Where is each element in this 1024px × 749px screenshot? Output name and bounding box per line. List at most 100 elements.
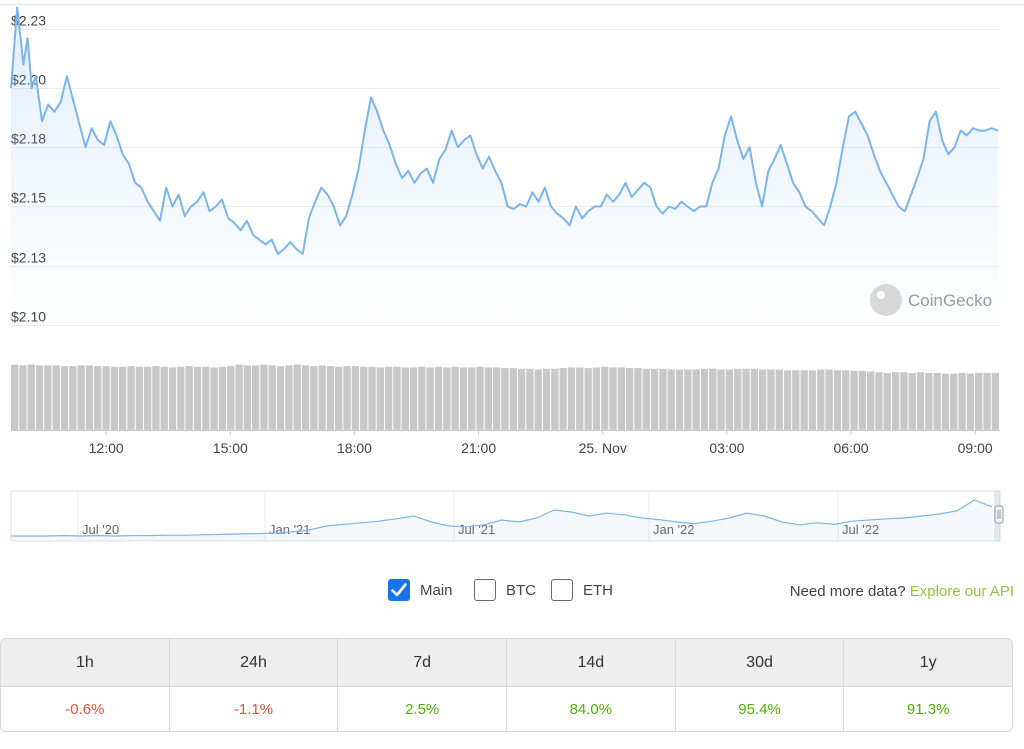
volume-bar	[592, 367, 601, 430]
volume-bar	[218, 366, 227, 430]
volume-bar	[77, 365, 85, 430]
volume-bar	[69, 366, 77, 430]
volume-bar	[742, 368, 750, 430]
header-24h: 24h	[170, 639, 339, 686]
volume-bar	[659, 368, 667, 430]
volume-bar	[102, 366, 110, 430]
volume-bar	[808, 370, 817, 430]
volume-bar	[44, 365, 52, 430]
volume-bar	[368, 366, 376, 430]
x-tick-label: 06:00	[834, 440, 869, 456]
volume-bar	[717, 369, 725, 430]
need-more-data: Need more data? Explore our API	[790, 583, 1014, 600]
value-1y: 91.3%	[906, 701, 950, 718]
volume-bar	[326, 366, 335, 430]
volume-bar	[335, 366, 343, 430]
volume-bar	[626, 368, 634, 430]
volume-bar	[833, 370, 842, 430]
price-chart-svg[interactable]: $2.23$2.20$2.18$2.15$2.13$2.10CoinGecko1…	[0, 0, 1024, 560]
volume-bar	[35, 365, 44, 430]
explore-api-link[interactable]: Explore our API	[909, 583, 1014, 600]
watermark-text: CoinGecko	[908, 291, 992, 310]
volume-bar	[950, 373, 958, 430]
volume-bar	[160, 366, 168, 430]
check-icon	[391, 583, 407, 597]
volume-bar	[867, 371, 875, 430]
volume-bar	[601, 366, 609, 430]
volume-bar	[734, 368, 742, 430]
main-toggle[interactable]: Main	[388, 579, 453, 601]
btc-label: BTC	[506, 581, 536, 599]
volume-bar	[559, 368, 567, 430]
volume-bar	[493, 367, 501, 430]
volume-bar	[767, 369, 775, 430]
volume-bar	[975, 372, 983, 430]
volume-bar	[858, 370, 866, 430]
volume-bar	[385, 366, 393, 430]
btc-toggle[interactable]: BTC	[474, 579, 536, 601]
volume-bar	[584, 368, 592, 430]
volume-bar	[667, 369, 675, 430]
volume-bar	[135, 366, 143, 430]
volume-bar	[576, 367, 584, 430]
value-7d: 2.5%	[338, 687, 508, 731]
volume-bar	[925, 372, 933, 430]
volume-bar	[376, 367, 384, 430]
volume-bar	[451, 366, 459, 430]
header-1h: 1h	[1, 639, 170, 686]
btc-checkbox[interactable]	[474, 579, 496, 601]
volume-bar	[692, 369, 700, 430]
volume-bar	[285, 365, 293, 430]
eth-checkbox[interactable]	[551, 579, 573, 601]
volume-bar	[792, 370, 800, 430]
volume-bar	[260, 364, 268, 430]
volume-bar	[933, 372, 941, 430]
volume-bar	[700, 368, 709, 430]
volume-bar	[202, 366, 210, 430]
value-30d: 95.4%	[676, 687, 845, 731]
volume-bar	[842, 370, 850, 430]
x-tick-label: 09:00	[958, 440, 993, 456]
price-chart[interactable]: $2.23$2.20$2.18$2.15$2.13$2.10CoinGecko1…	[0, 0, 1024, 560]
volume-bar	[775, 369, 783, 430]
header-1y: 1y	[919, 653, 937, 671]
navigator-frame	[10, 490, 1001, 542]
volume-bar	[783, 370, 792, 430]
volume-bar	[168, 367, 177, 430]
volume-bar	[759, 369, 767, 430]
volume-bar	[883, 372, 891, 430]
volume-bar	[875, 372, 883, 430]
volume-bar	[650, 368, 659, 430]
volume-bar	[52, 365, 60, 430]
volume-bar	[468, 367, 476, 430]
volume-bar	[900, 372, 908, 430]
volume-bar	[518, 368, 526, 430]
volume-bar	[526, 368, 534, 430]
x-tick-label: 15:00	[213, 440, 248, 456]
coingecko-watermark: CoinGecko	[870, 284, 992, 316]
performance-header-row: 1h 24h 7d 14d 30d 1y	[1, 639, 1012, 687]
volume-bar	[675, 369, 684, 430]
volume-bar	[892, 372, 900, 430]
x-tick-label: 03:00	[709, 440, 744, 456]
volume-bar	[360, 366, 368, 430]
main-checkbox[interactable]	[388, 579, 410, 601]
header-30d: 30d	[676, 639, 845, 686]
volume-bar	[434, 366, 443, 430]
value-14d: 84.0%	[507, 687, 676, 731]
volume-bar	[501, 368, 509, 430]
volume-bar	[817, 369, 825, 430]
volume-bar	[301, 365, 310, 430]
x-tick-label: 25. Nov	[579, 440, 627, 456]
volume-bar	[210, 367, 218, 430]
range-navigator: Jul '20 Jan '21 Jul '21 Jan '22 Jul '22	[10, 490, 1004, 542]
eth-toggle[interactable]: ETH	[551, 579, 613, 601]
volume-bar	[144, 366, 152, 430]
volume-bar	[958, 372, 966, 430]
volume-bar	[908, 372, 916, 430]
volume-bar	[850, 370, 858, 430]
volume-bar	[11, 364, 19, 430]
volume-bar	[941, 373, 950, 430]
volume-bar	[542, 368, 551, 430]
value-24h: -1.1%	[170, 687, 339, 731]
